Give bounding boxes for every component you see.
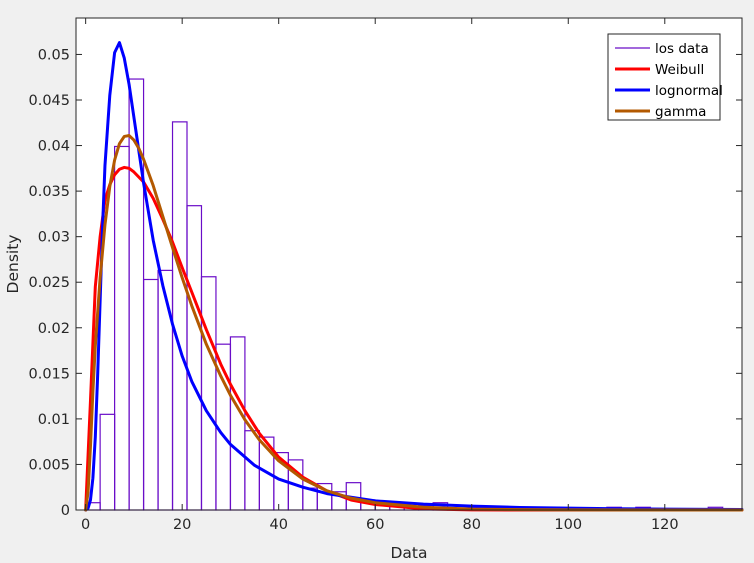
x-tick-label: 20 — [173, 517, 191, 533]
y-tick-label: 0 — [61, 503, 70, 519]
y-tick-label: 0.02 — [38, 321, 70, 337]
x-tick-label: 0 — [81, 517, 90, 533]
legend-label-lognormal: lognormal — [655, 83, 723, 99]
y-tick-label: 0.025 — [28, 275, 70, 291]
y-tick-label: 0.01 — [38, 412, 70, 428]
y-tick-label: 0.03 — [38, 230, 70, 246]
x-tick-label: 100 — [554, 517, 582, 533]
x-tick-label: 80 — [463, 517, 481, 533]
series-line-gamma — [84, 134, 744, 512]
y-tick-label: 0.05 — [38, 47, 70, 63]
legend: los data Weibull lognormal gamma — [607, 33, 723, 121]
x-tick-label: 60 — [366, 517, 384, 533]
y-tick-label: 0.045 — [28, 93, 70, 109]
y-axis-label: Density — [4, 235, 22, 294]
series-line-lognormal — [84, 41, 744, 512]
y-tick-label: 0.035 — [28, 184, 70, 200]
y-tick-label: 0.04 — [38, 139, 70, 155]
legend-label-los-data: los data — [655, 41, 709, 57]
legend-label-weibull: Weibull — [655, 62, 704, 78]
fit-curves — [84, 41, 744, 512]
x-axis-label: Data — [390, 544, 427, 562]
x-tick-label: 40 — [269, 517, 287, 533]
y-axis-ticks: 0 0.005 0.01 0.015 0.02 0.025 0.03 0.035 0.04 0.0… — [28, 47, 742, 519]
y-tick-label: 0.015 — [28, 366, 70, 382]
x-tick-label: 120 — [651, 517, 679, 533]
axes-box — [75, 17, 743, 511]
x-axis-ticks: 0 20 40 60 80 100 120 — [81, 18, 679, 533]
y-tick-label: 0.005 — [28, 457, 70, 473]
legend-label-gamma: gamma — [655, 104, 706, 120]
